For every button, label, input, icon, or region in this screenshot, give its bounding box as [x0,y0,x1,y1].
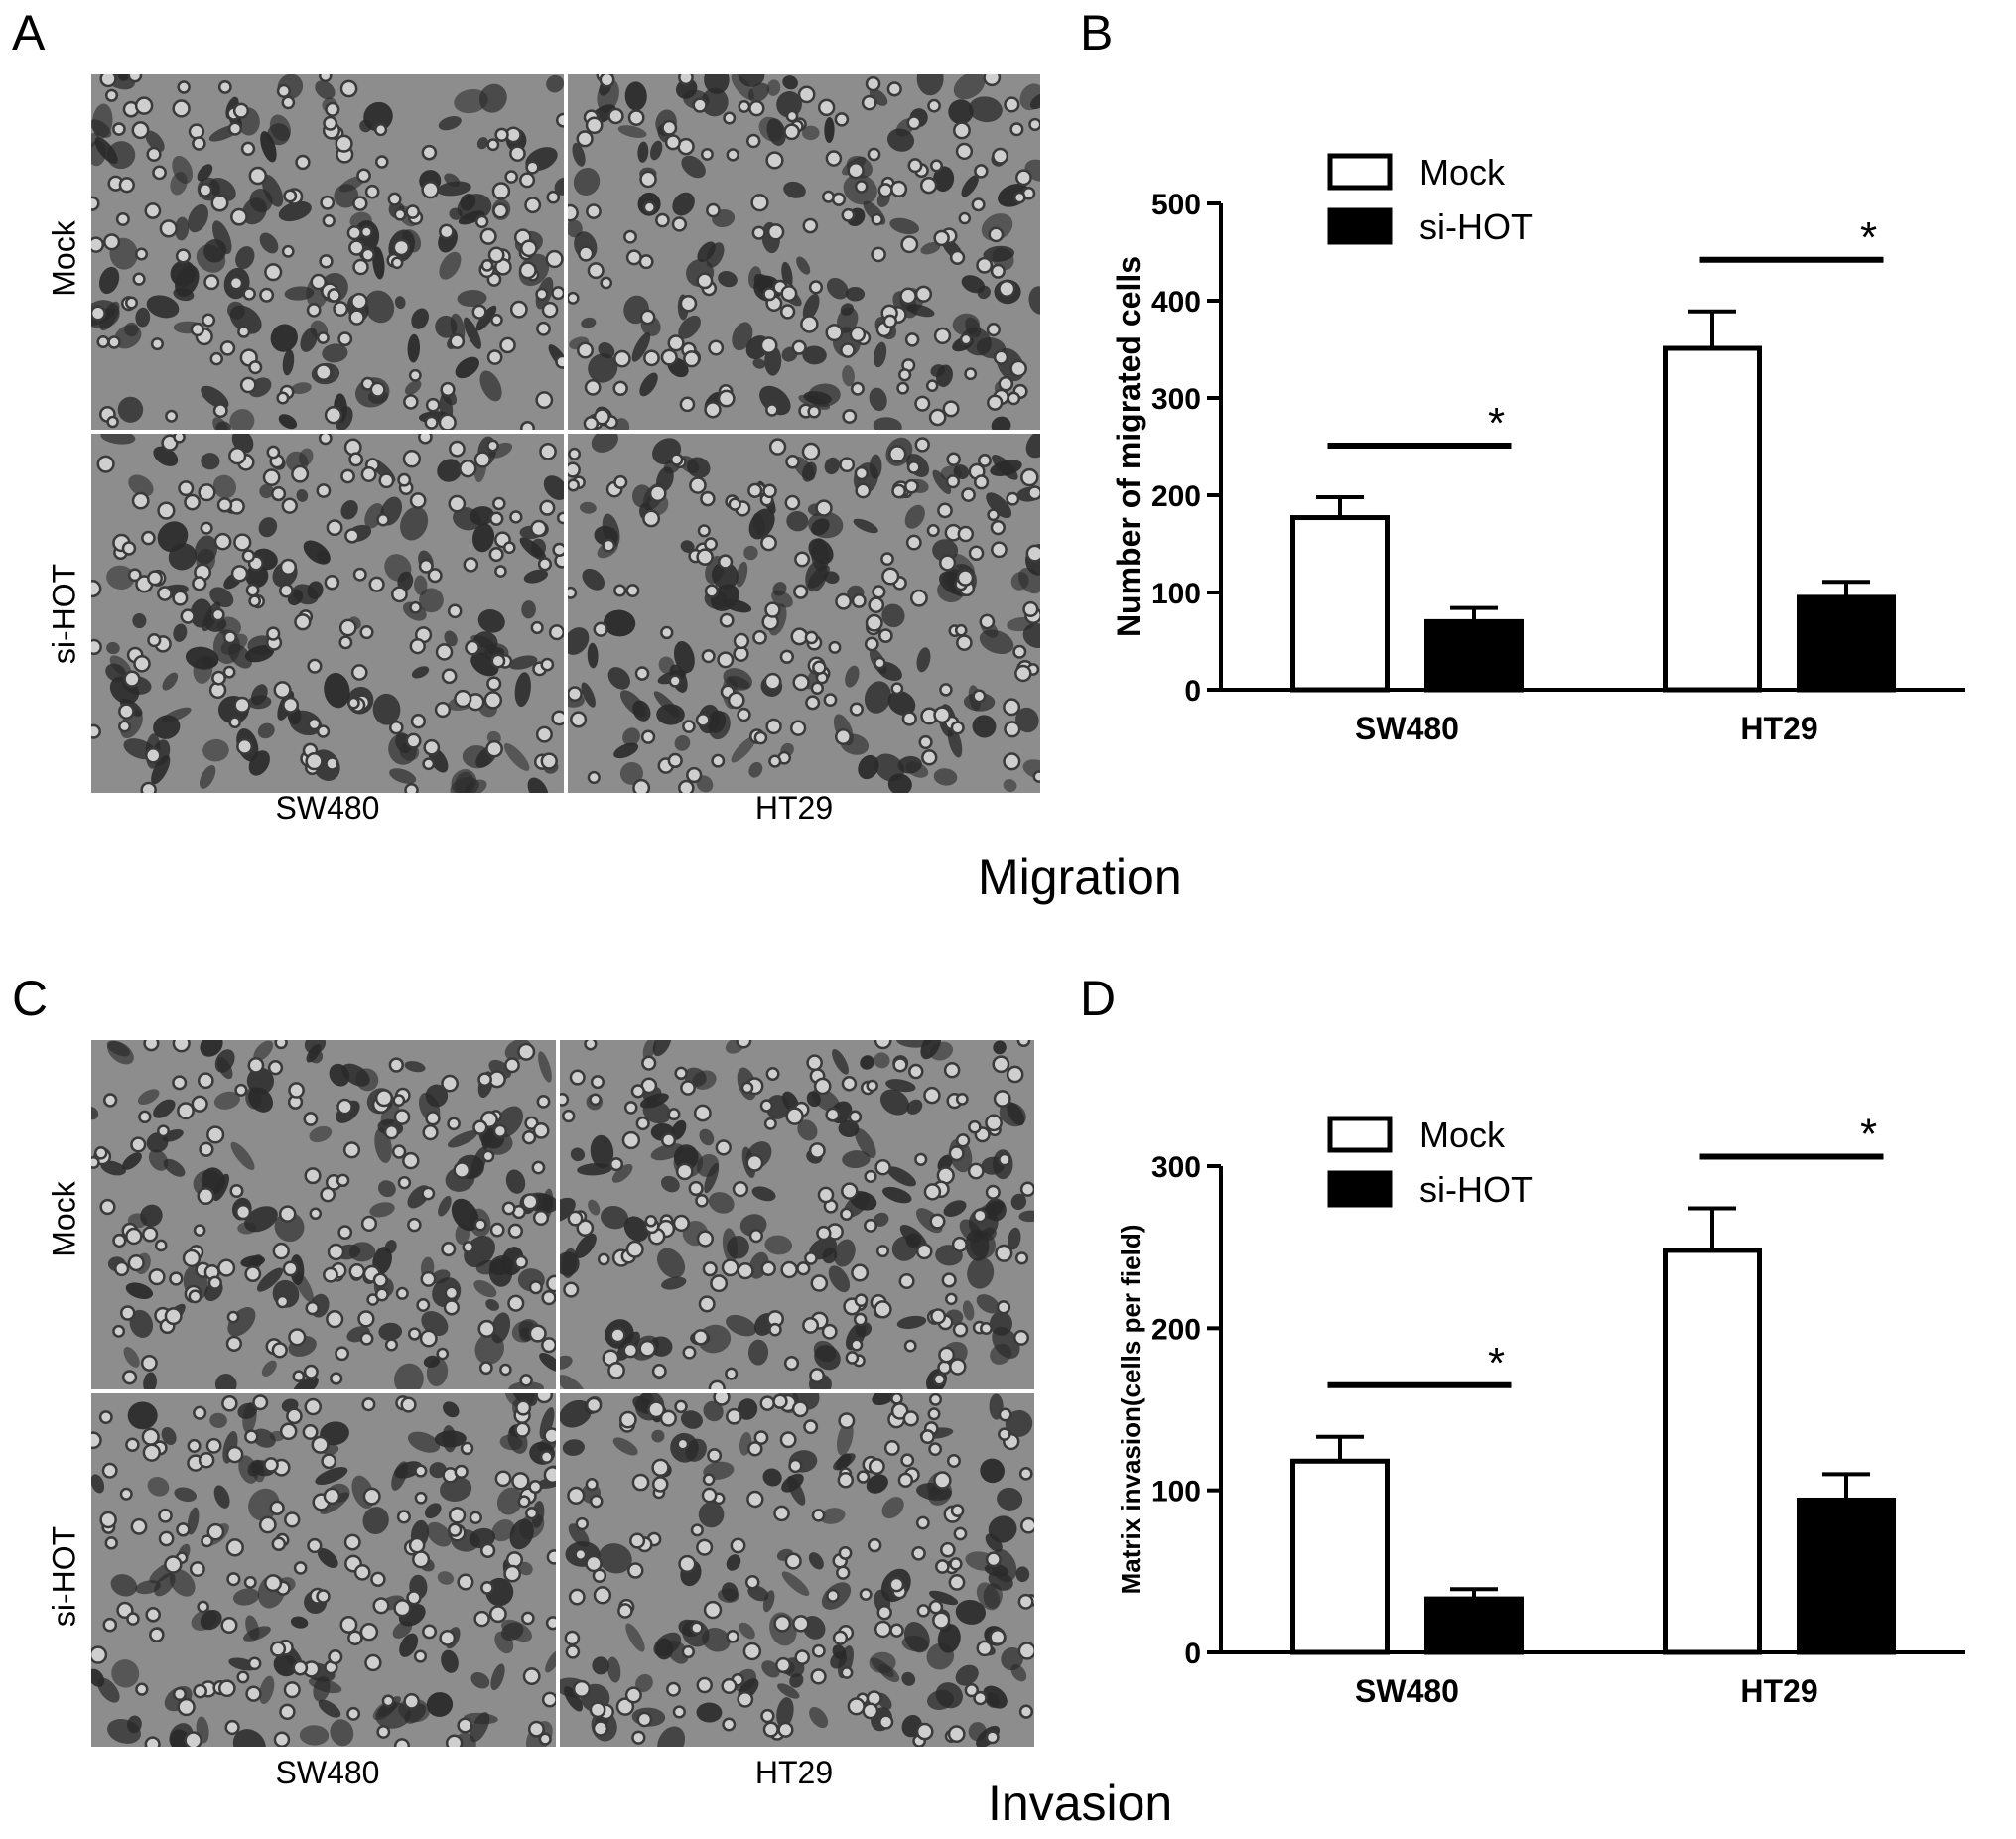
y-tick-label: 300 [1151,383,1201,416]
panel-letter-b: B [1080,5,1114,61]
micrograph-ht29-mock [560,1040,1034,1389]
bar-ht29-si-hot [1797,1497,1896,1655]
legend-swatch-mock [1327,153,1393,191]
invasion-micrograph-grid [91,1040,1034,1747]
row-label-mock: Mock [46,1181,82,1257]
bar-sw480-mock [1290,1458,1390,1655]
legend-label-mock: Mock [1419,1115,1506,1155]
micrograph-ht29-sihot [568,434,1040,793]
bar-sw480-mock [1290,515,1390,693]
panel-letter-c: C [12,971,49,1026]
column-label-ht29: HT29 [754,1755,834,1790]
bar-sw480-si-hot [1424,618,1524,693]
panel-letter-a: A [12,5,46,61]
row-label-sihot: si-HOT [46,563,82,665]
micrograph-sw480-mock [91,1040,556,1389]
row-label-sihot: si-HOT [46,1525,82,1628]
row-label-mock: Mock [46,220,82,297]
micrograph-sw480-mock [91,74,564,430]
bar-ht29-mock [1663,345,1762,693]
legend-label-mock: Mock [1419,152,1506,193]
invasion-bar-chart: 0 100 200 300 Matrix invasion(cells per fiel… [1116,1110,1965,1709]
bar-sw480-si-hot [1424,1596,1524,1655]
y-axis-label: Number of migrated cells [1111,256,1146,637]
y-tick-label: 300 [1151,1151,1201,1184]
micrograph-sw480-sihot [91,1393,556,1747]
column-label-sw480: SW480 [275,1755,380,1790]
y-axis-label: Matrix invasion(cells per field) [1116,1225,1145,1595]
y-tick-label: 0 [1184,675,1201,708]
bar-ht29-mock [1663,1248,1762,1655]
section-title-invasion: Invasion [988,1775,1173,1831]
y-tick-label: 400 [1151,286,1201,319]
legend-swatch-si-hot [1327,1170,1393,1208]
y-tick-label: 0 [1184,1638,1201,1670]
column-label-sw480: SW480 [275,790,380,826]
legend-label-si-hot: si-HOT [1419,1169,1533,1210]
section-title-migration: Migration [978,850,1182,905]
x-category-label: SW480 [1355,1673,1459,1709]
migration-micrograph-grid [91,74,1040,793]
x-category-label: HT29 [1740,711,1817,746]
y-tick-label: 200 [1151,480,1201,513]
significance-asterisk: * [1860,213,1877,262]
micrograph-sw480-sihot [91,434,564,793]
significance-asterisk: * [1860,1110,1877,1158]
bar-ht29-si-hot [1797,594,1896,693]
migration-bar-chart: 0 100 200 300 400 500 Number of migrated cells… [1111,152,1965,746]
significance-asterisk: * [1488,399,1505,448]
x-category-label: HT29 [1740,1673,1817,1709]
micrograph-ht29-mock [568,74,1040,430]
legend-swatch-mock [1327,1116,1393,1153]
y-tick-label: 200 [1151,1313,1201,1346]
micrograph-ht29-sihot [560,1393,1034,1747]
legend-swatch-si-hot [1327,207,1393,245]
x-category-label: SW480 [1355,711,1459,746]
significance-asterisk: * [1488,1339,1505,1387]
column-label-ht29: HT29 [754,790,834,826]
y-tick-label: 100 [1151,1476,1201,1509]
panel-letter-d: D [1080,971,1117,1026]
y-tick-label: 500 [1151,189,1201,221]
legend-label-si-hot: si-HOT [1419,206,1533,247]
y-tick-label: 100 [1151,578,1201,610]
